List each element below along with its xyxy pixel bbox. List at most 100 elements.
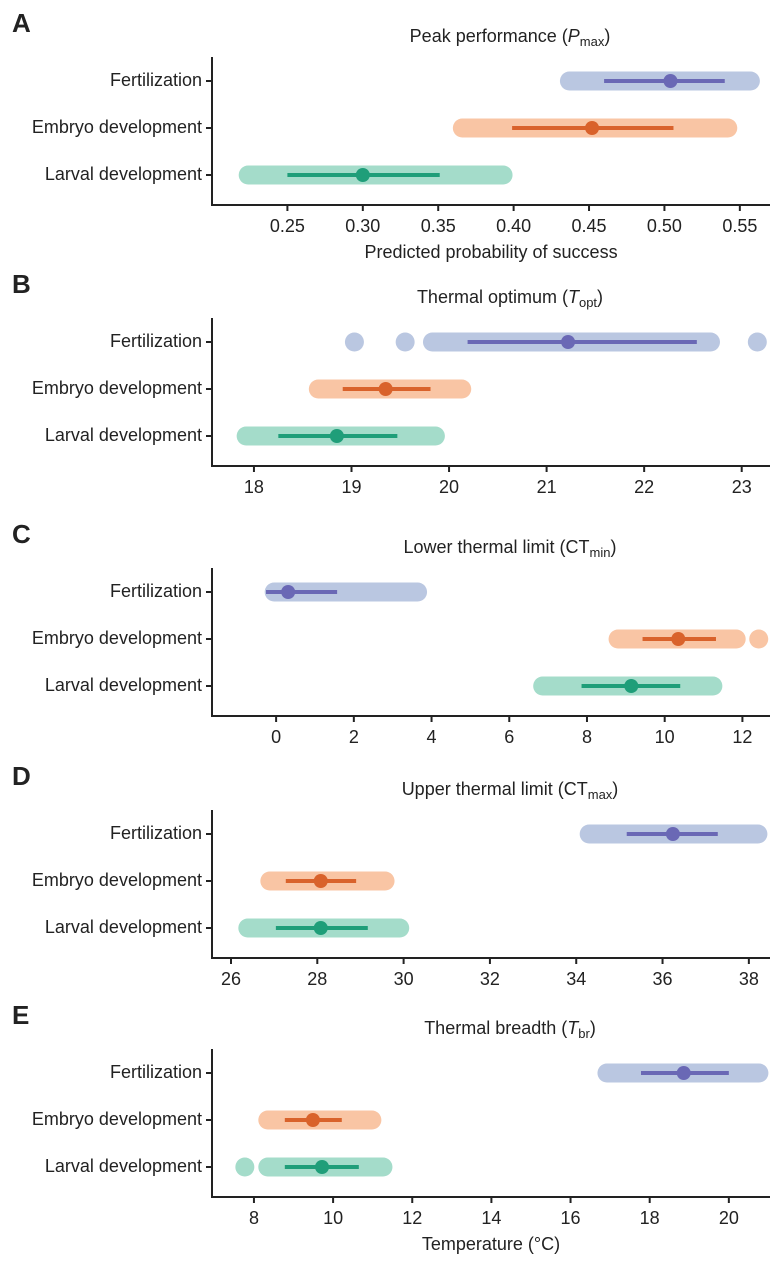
x-tick-label: 16: [561, 1208, 581, 1228]
title-close: ): [604, 26, 610, 46]
title-close: ): [597, 287, 603, 307]
panel-label: A: [12, 8, 31, 38]
title-subscript: max: [588, 787, 613, 802]
estimate-point: [561, 335, 576, 349]
panel-title: Thermal breadth (Tbr): [424, 1018, 596, 1042]
x-tick-label: 21: [537, 477, 557, 497]
panel-title: Peak performance (Pmax): [410, 26, 611, 50]
outlier-point: [235, 1157, 255, 1177]
y-tick-label: Fertilization: [110, 1062, 202, 1082]
panel: C Lower thermal limit (CTmin) 0 2 4 6 8 10 12 Fer…: [12, 519, 770, 747]
y-tick-label: Fertilization: [110, 581, 202, 601]
title-symbol: CT: [564, 779, 588, 799]
estimate-point: [281, 585, 296, 599]
x-tick-label: 0.55: [722, 216, 757, 236]
estimate-point: [665, 827, 680, 841]
y-tick-label: Fertilization: [110, 823, 202, 843]
x-tick-label: 0.40: [496, 216, 531, 236]
y-tick-label: Larval development: [45, 425, 202, 445]
title-symbol: T: [568, 287, 581, 307]
x-tick-label: 8: [249, 1208, 259, 1228]
estimate-point: [585, 121, 600, 135]
title-subscript: opt: [579, 295, 597, 310]
panel-label: E: [12, 1000, 29, 1030]
panel-title: Lower thermal limit (CTmin): [404, 537, 617, 561]
y-tick-label: Embryo development: [32, 1109, 202, 1129]
estimate-point: [355, 168, 370, 182]
title-text: Thermal optimum (: [417, 287, 568, 307]
x-tick-label: 36: [653, 969, 673, 989]
y-tick-label: Larval development: [45, 675, 202, 695]
panel: E Thermal breadth (Tbr) 8 10 12 14 16 18 20 Tempe…: [12, 1000, 770, 1254]
outlier-point: [344, 332, 364, 352]
y-tick-label: Embryo development: [32, 870, 202, 890]
y-tick-label: Larval development: [45, 917, 202, 937]
x-tick-label: 28: [307, 969, 327, 989]
y-tick-label: Larval development: [45, 164, 202, 184]
title-text: Thermal breadth (: [424, 1018, 567, 1038]
x-tick-label: 0: [271, 727, 281, 747]
x-tick-label: 20: [719, 1208, 739, 1228]
x-tick-label: 22: [634, 477, 654, 497]
estimate-point: [663, 74, 678, 88]
panel-label: B: [12, 269, 31, 299]
x-tick-label: 23: [732, 477, 752, 497]
estimate-point: [315, 1160, 330, 1174]
x-tick-label: 8: [582, 727, 592, 747]
title-text: Peak performance (: [410, 26, 568, 46]
x-tick-label: 32: [480, 969, 500, 989]
title-symbol: CT: [566, 537, 590, 557]
panel-label: D: [12, 761, 31, 791]
title-close: ): [612, 779, 618, 799]
x-tick-label: 10: [655, 727, 675, 747]
x-tick-label: 0.35: [421, 216, 456, 236]
title-subscript: min: [590, 545, 611, 560]
title-symbol: T: [567, 1018, 580, 1038]
estimate-point: [313, 874, 328, 888]
panel: B Thermal optimum (Topt) 18 19 20 21 22 23 Ferti…: [12, 269, 770, 497]
x-tick-label: 0.45: [572, 216, 607, 236]
estimate-point: [305, 1113, 320, 1127]
x-tick-label: 10: [323, 1208, 343, 1228]
x-tick-label: 2: [349, 727, 359, 747]
y-tick-label: Fertilization: [110, 70, 202, 90]
estimate-point: [676, 1066, 691, 1080]
x-tick-label: 19: [341, 477, 361, 497]
x-tick-label: 12: [402, 1208, 422, 1228]
x-tick-label: 30: [394, 969, 414, 989]
x-tick-label: 38: [739, 969, 759, 989]
x-axis-label: Predicted probability of success: [364, 242, 617, 262]
x-tick-label: 12: [732, 727, 752, 747]
x-tick-label: 20: [439, 477, 459, 497]
estimate-point: [313, 921, 328, 935]
x-tick-label: 0.50: [647, 216, 682, 236]
title-subscript: br: [578, 1026, 590, 1041]
x-tick-label: 0.30: [345, 216, 380, 236]
x-tick-label: 14: [481, 1208, 501, 1228]
panel-title: Upper thermal limit (CTmax): [402, 779, 619, 803]
y-tick-label: Embryo development: [32, 117, 202, 137]
outlier-point: [747, 332, 767, 352]
y-tick-label: Embryo development: [32, 628, 202, 648]
title-text: Lower thermal limit (: [404, 537, 566, 557]
outlier-point: [749, 629, 769, 649]
title-close: ): [611, 537, 617, 557]
x-tick-label: 18: [244, 477, 264, 497]
panel-label: C: [12, 519, 31, 549]
x-tick-label: 6: [504, 727, 514, 747]
x-axis-label: Temperature (°C): [422, 1234, 560, 1254]
x-tick-label: 18: [640, 1208, 660, 1228]
panel-title: Thermal optimum (Topt): [417, 287, 603, 311]
y-tick-label: Fertilization: [110, 331, 202, 351]
x-tick-label: 0.25: [270, 216, 305, 236]
title-close: ): [590, 1018, 596, 1038]
x-tick-label: 26: [221, 969, 241, 989]
y-tick-label: Larval development: [45, 1156, 202, 1176]
panel: A Peak performance (Pmax) 0.25 0.30 0.35 0.40…: [12, 8, 770, 262]
estimate-point: [378, 382, 393, 396]
title-subscript: max: [580, 34, 605, 49]
estimate-point: [624, 679, 639, 693]
x-tick-label: 4: [427, 727, 437, 747]
panel: D Upper thermal limit (CTmax) 26 28 30 32 34 36…: [12, 761, 770, 989]
